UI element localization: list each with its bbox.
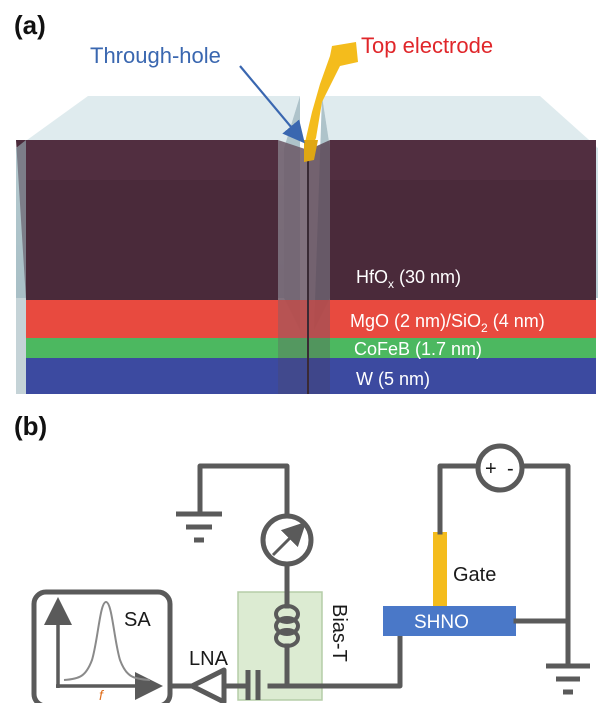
top-electrode-foot: [304, 140, 318, 162]
groove-cofeb: [278, 338, 330, 358]
panel-b: (b) Bias-T: [14, 411, 590, 703]
gate-electrode: [433, 532, 447, 606]
groove-w: [278, 358, 330, 394]
lna-label: LNA: [189, 648, 229, 670]
ground-right: [546, 663, 590, 695]
meter-arrow-icon: [271, 521, 307, 557]
inductor: [274, 604, 300, 689]
left-hfox-top-shade: [26, 140, 278, 180]
minus-sign: -: [507, 458, 514, 480]
left-cofeb-layer: [26, 338, 278, 358]
meter: [260, 513, 314, 609]
left-mgo-layer: [26, 300, 278, 338]
gate-to-source-wire: [437, 463, 481, 535]
coil-loop-2: [274, 616, 300, 636]
ground-left: [176, 463, 290, 543]
right-cap-top: [322, 96, 598, 148]
panel-a-label: (a): [14, 10, 46, 40]
source-to-ground-wire: [519, 463, 571, 667]
ground-left-wire: [197, 463, 290, 521]
left-cap-top: [16, 96, 300, 148]
top-electrode: [304, 42, 358, 162]
groove-mgo: [278, 300, 330, 338]
mgo-label: MgO (2 nm)/SiO2 (4 nm): [350, 311, 545, 335]
w-label: W (5 nm): [356, 369, 430, 389]
spectrum-analyzer: SA f: [31, 589, 173, 703]
plus-sign: +: [485, 458, 497, 480]
through-hole-groove: [278, 140, 330, 394]
bias-t-label: Bias-T: [328, 604, 350, 662]
through-hole-arrow: [239, 65, 305, 144]
hfox-label: HfOx (30 nm): [356, 267, 461, 291]
cofeb-label: CoFeB (1.7 nm): [354, 339, 482, 359]
panel-b-label: (b): [14, 411, 47, 441]
left-edge: [16, 140, 26, 394]
sa-spectrum-peak: [63, 600, 151, 681]
top-electrode-label: Top electrode: [361, 33, 493, 58]
right-hfox-top-shade: [330, 140, 596, 180]
left-stack-block: [16, 96, 300, 394]
shno-to-biast-wire: [267, 629, 403, 689]
lna-amplifier-icon: [189, 667, 227, 703]
panel-a: (a): [14, 10, 598, 394]
voltage-source: + -: [437, 443, 571, 667]
gate-label: Gate: [453, 564, 496, 586]
left-w-layer: [26, 358, 278, 394]
capacitor: [222, 670, 261, 700]
through-hole-label: Through-hole: [90, 43, 221, 68]
shno-device: [383, 606, 516, 636]
right-cofeb-layer: [330, 338, 596, 358]
right-w-layer: [330, 358, 596, 394]
sa-label: SA: [124, 609, 151, 631]
freq-axis-label: f: [99, 687, 105, 703]
coil-loop-1: [274, 604, 300, 624]
right-mgo-layer: [330, 300, 596, 338]
shno-label: SHNO: [414, 612, 469, 633]
